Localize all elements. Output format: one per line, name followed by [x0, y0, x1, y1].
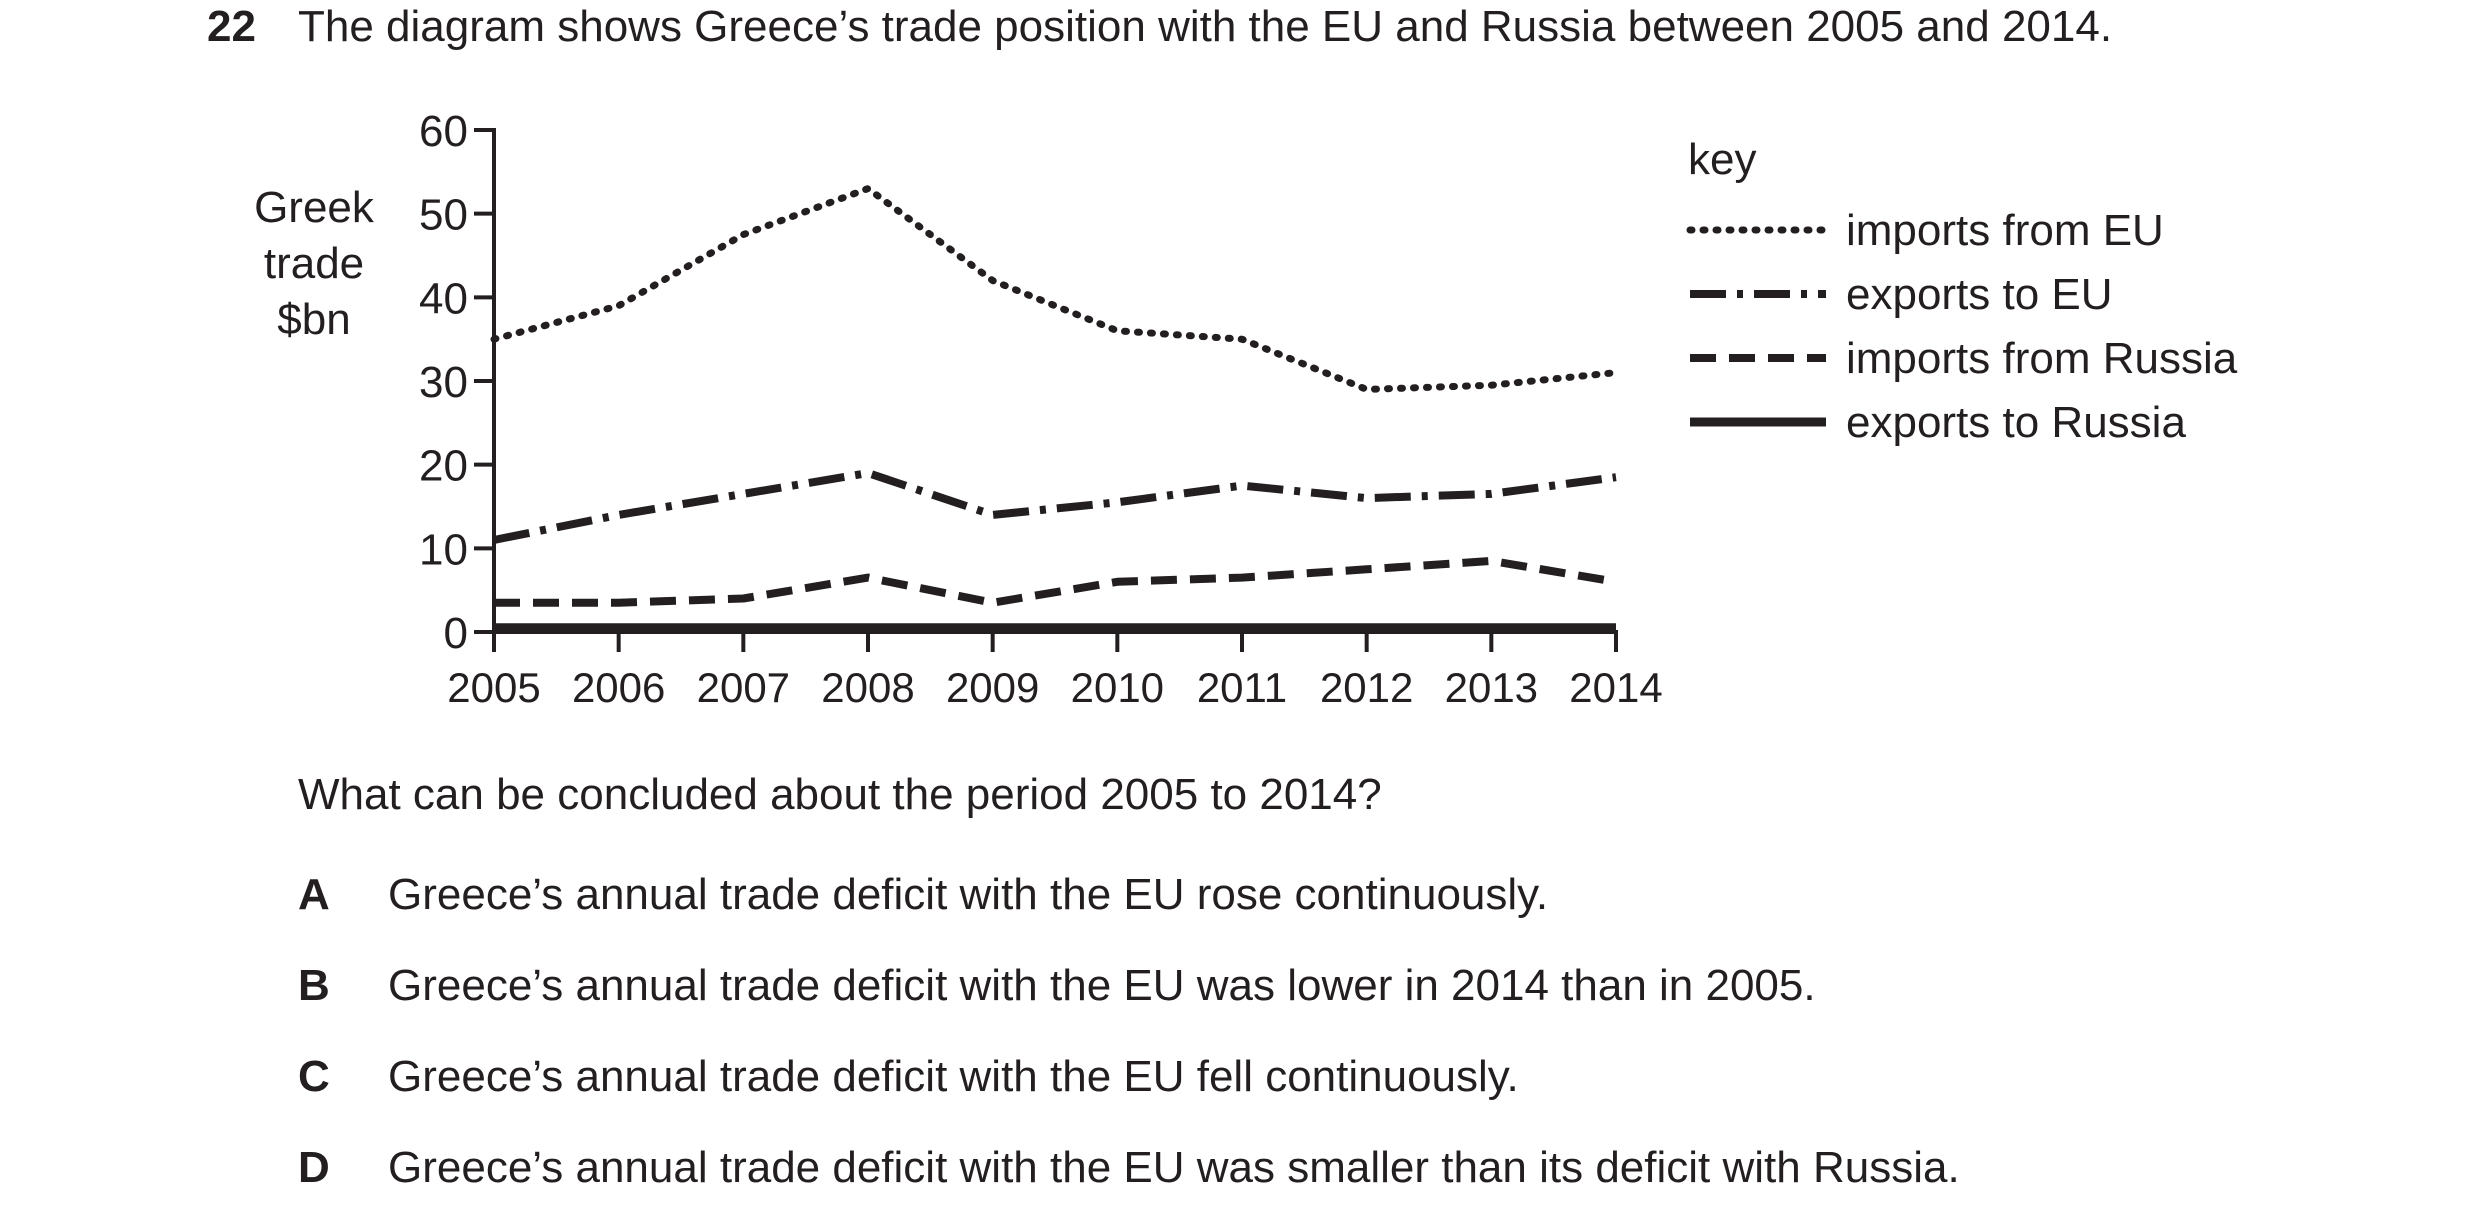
option-text: Greece’s annual trade deficit with the E…	[388, 1052, 1519, 1101]
series-line-exports-to-eu	[493, 469, 1617, 544]
option-letter: B	[298, 961, 330, 1010]
option-letter: C	[298, 1052, 330, 1101]
y-tick-label: 40	[419, 274, 468, 323]
y-tick-label: 0	[444, 609, 468, 658]
x-tick-label: 2011	[1197, 664, 1287, 711]
series-line-imports-from-russia	[494, 556, 1617, 607]
y-tick-label: 20	[419, 442, 468, 491]
x-tick-label: 2008	[821, 664, 914, 711]
question-number: 22	[207, 2, 256, 51]
legend: key imports from EU exports to EU imports f…	[1686, 135, 2238, 447]
y-tick-label: 30	[419, 358, 468, 407]
y-tick-label: 60	[419, 107, 468, 156]
option-c[interactable]: C Greece’s annual trade deficit with the …	[298, 1050, 1519, 1104]
option-text: Greece’s annual trade deficit with the E…	[388, 961, 1816, 1010]
x-tick-label: 2009	[946, 664, 1039, 711]
y-axis-label: Greek trade $bn	[254, 183, 375, 344]
option-text: Greece’s annual trade deficit with the E…	[388, 870, 1549, 919]
legend-label: exports to Russia	[1846, 398, 2186, 447]
y-tick-label: 50	[419, 191, 468, 240]
option-text: Greece’s annual trade deficit with the E…	[388, 1143, 1960, 1192]
series-lines	[490, 185, 1620, 633]
x-tick-label: 2005	[447, 664, 540, 711]
x-tick-label: 2006	[572, 664, 665, 711]
axes: 0 10 20 30 40 50 60 2005 2006 2007 2008 2009 2010 201…	[419, 107, 1663, 711]
option-d[interactable]: D Greece’s annual trade deficit with the …	[298, 1141, 1960, 1195]
series-line-imports-from-eu	[490, 185, 1620, 393]
legend-label: exports to EU	[1846, 270, 2113, 319]
x-tick-label: 2013	[1445, 664, 1538, 711]
trade-line-chart: Greek trade $bn 0 10 20 30 40 50 60 2005 2006 2007 2…	[254, 107, 2238, 711]
question-prompt: What can be concluded about the period 2…	[298, 770, 1382, 819]
option-letter: A	[298, 870, 330, 919]
x-tick-label: 2007	[697, 664, 790, 711]
y-axis-label-line: trade	[264, 239, 364, 288]
x-tick-label: 2012	[1320, 664, 1413, 711]
legend-title: key	[1688, 135, 1756, 184]
y-axis-label-line: Greek	[254, 183, 375, 232]
y-tick-label: 10	[419, 525, 468, 574]
option-letter: D	[298, 1143, 330, 1192]
option-a[interactable]: A Greece’s annual trade deficit with the …	[298, 868, 1548, 922]
legend-label: imports from EU	[1846, 206, 2164, 255]
legend-label: imports from Russia	[1846, 334, 2238, 383]
option-b[interactable]: B Greece’s annual trade deficit with the …	[298, 959, 1816, 1013]
x-tick-label: 2014	[1569, 664, 1662, 711]
question-stem: The diagram shows Greece’s trade positio…	[298, 2, 2113, 51]
x-tick-label: 2010	[1071, 664, 1164, 711]
y-axis-label-line: $bn	[277, 295, 350, 344]
